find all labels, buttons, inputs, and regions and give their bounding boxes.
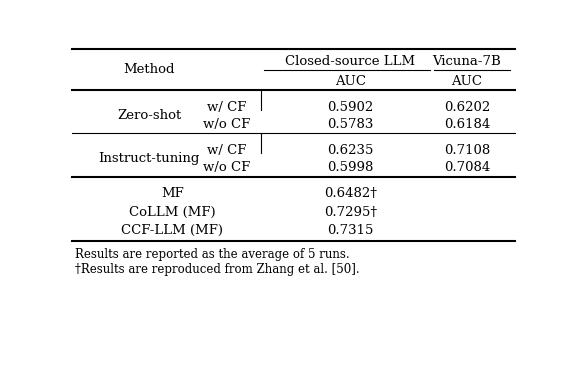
Text: Instruct-tuning: Instruct-tuning	[98, 152, 200, 165]
Text: Method: Method	[123, 63, 175, 76]
Text: 0.7108: 0.7108	[444, 144, 490, 157]
Text: 0.7315: 0.7315	[327, 224, 374, 237]
Text: 0.5783: 0.5783	[327, 118, 374, 131]
Text: 0.6482†: 0.6482†	[324, 187, 377, 200]
Text: 0.5902: 0.5902	[327, 101, 374, 114]
Text: Vicuna-7B: Vicuna-7B	[432, 54, 501, 68]
Text: w/ CF: w/ CF	[207, 101, 246, 114]
Text: 0.6184: 0.6184	[444, 118, 490, 131]
Text: AUC: AUC	[335, 75, 366, 88]
Text: Zero-shot: Zero-shot	[117, 109, 181, 122]
Text: w/o CF: w/o CF	[203, 161, 250, 174]
Text: CoLLM (MF): CoLLM (MF)	[129, 205, 216, 219]
Text: 0.7084: 0.7084	[444, 161, 490, 174]
Text: Results are reported as the average of 5 runs.: Results are reported as the average of 5…	[74, 248, 349, 261]
Text: AUC: AUC	[451, 75, 482, 88]
Text: †Results are reproduced from Zhang et al. [50].: †Results are reproduced from Zhang et al…	[74, 263, 359, 276]
Text: 0.5998: 0.5998	[327, 161, 374, 174]
Text: w/o CF: w/o CF	[203, 118, 250, 131]
Text: w/ CF: w/ CF	[207, 144, 246, 157]
Text: 0.6235: 0.6235	[327, 144, 374, 157]
Text: MF: MF	[161, 187, 184, 200]
Text: Closed-source LLM: Closed-source LLM	[285, 54, 416, 68]
Text: 0.7295†: 0.7295†	[324, 205, 377, 219]
Text: 0.6202: 0.6202	[444, 101, 490, 114]
Text: CCF-LLM (MF): CCF-LLM (MF)	[121, 224, 223, 237]
